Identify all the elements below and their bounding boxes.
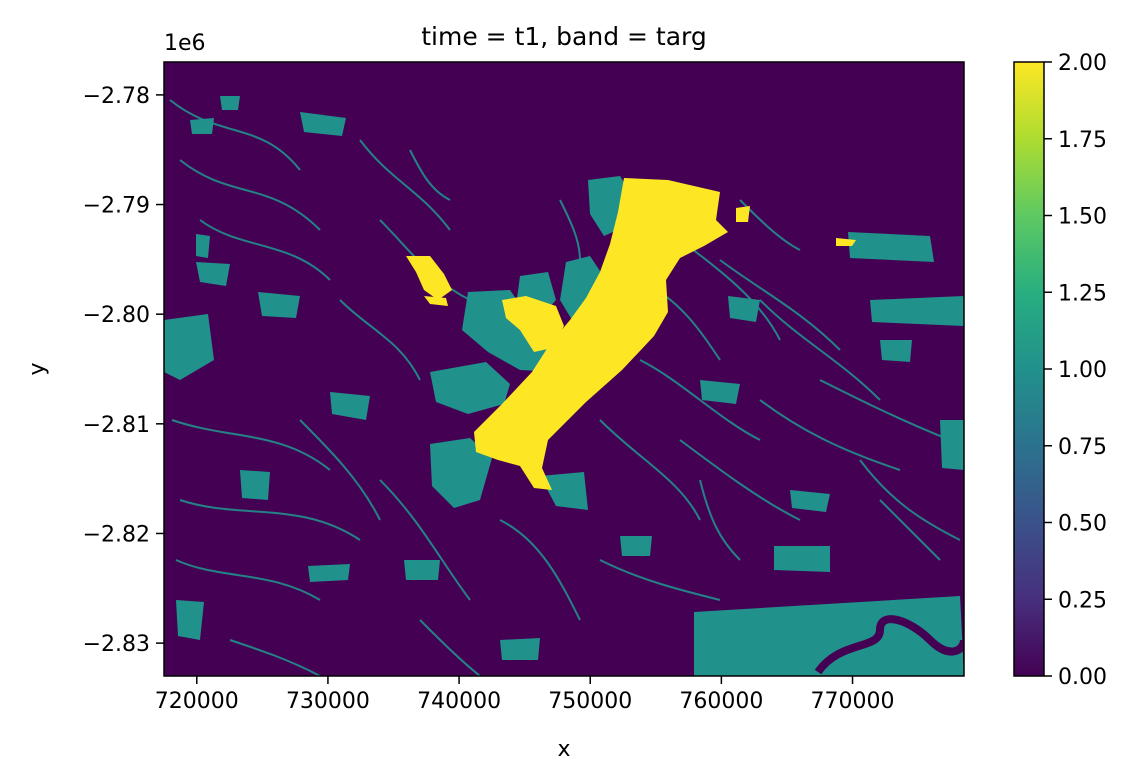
x-tick-label: 750000 <box>548 689 632 714</box>
colorbar-tick-label: 1.00 <box>1058 358 1107 383</box>
colorbar <box>1013 61 1045 677</box>
heatmap-class-2-patches <box>406 178 856 490</box>
y-tick-label: −2.81 <box>83 413 150 438</box>
y-tick-label: −2.82 <box>83 522 150 547</box>
x-tick-label: 740000 <box>417 689 501 714</box>
x-tick-label: 730000 <box>286 689 370 714</box>
x-axis-ticks: 720000 730000 740000 750000 760000 770000 <box>155 676 895 714</box>
x-tick-label: 720000 <box>155 689 239 714</box>
colorbar-tick-label: 2.00 <box>1058 51 1107 76</box>
colorbar-tick-label: 0.00 <box>1058 665 1107 690</box>
y-axis-offset-label: 1e6 <box>164 31 206 56</box>
colorbar-tick-label: 1.50 <box>1058 205 1107 230</box>
y-tick-label: −2.83 <box>83 632 150 657</box>
y-axis-title: y <box>25 362 50 375</box>
y-axis-ticks: −2.78 −2.79 −2.80 −2.81 −2.82 −2.83 <box>83 84 164 657</box>
y-tick-label: −2.80 <box>83 303 150 328</box>
heatmap-raster <box>164 62 964 676</box>
chart-title: time = t1, band = targ <box>421 22 707 51</box>
x-axis-title: x <box>557 737 570 762</box>
y-tick-label: −2.79 <box>83 194 150 219</box>
plot-area-frame <box>163 61 965 677</box>
colorbar-tick-label: 0.50 <box>1058 512 1107 537</box>
colorbar-tick-label: 0.25 <box>1058 588 1107 613</box>
heatmap-river <box>814 615 964 675</box>
colorbar-tick-label: 1.25 <box>1058 281 1107 306</box>
x-tick-label: 760000 <box>679 689 763 714</box>
colorbar-tick-label: 0.75 <box>1058 435 1107 460</box>
heatmap-class-1-texture <box>169 99 961 676</box>
colorbar-ticks: 0.00 0.25 0.50 0.75 1.00 1.25 1.50 1.75 2.00 <box>1044 51 1107 690</box>
x-tick-label: 770000 <box>811 689 895 714</box>
y-tick-label: −2.78 <box>83 84 150 109</box>
colorbar-tick-label: 1.75 <box>1058 128 1107 153</box>
